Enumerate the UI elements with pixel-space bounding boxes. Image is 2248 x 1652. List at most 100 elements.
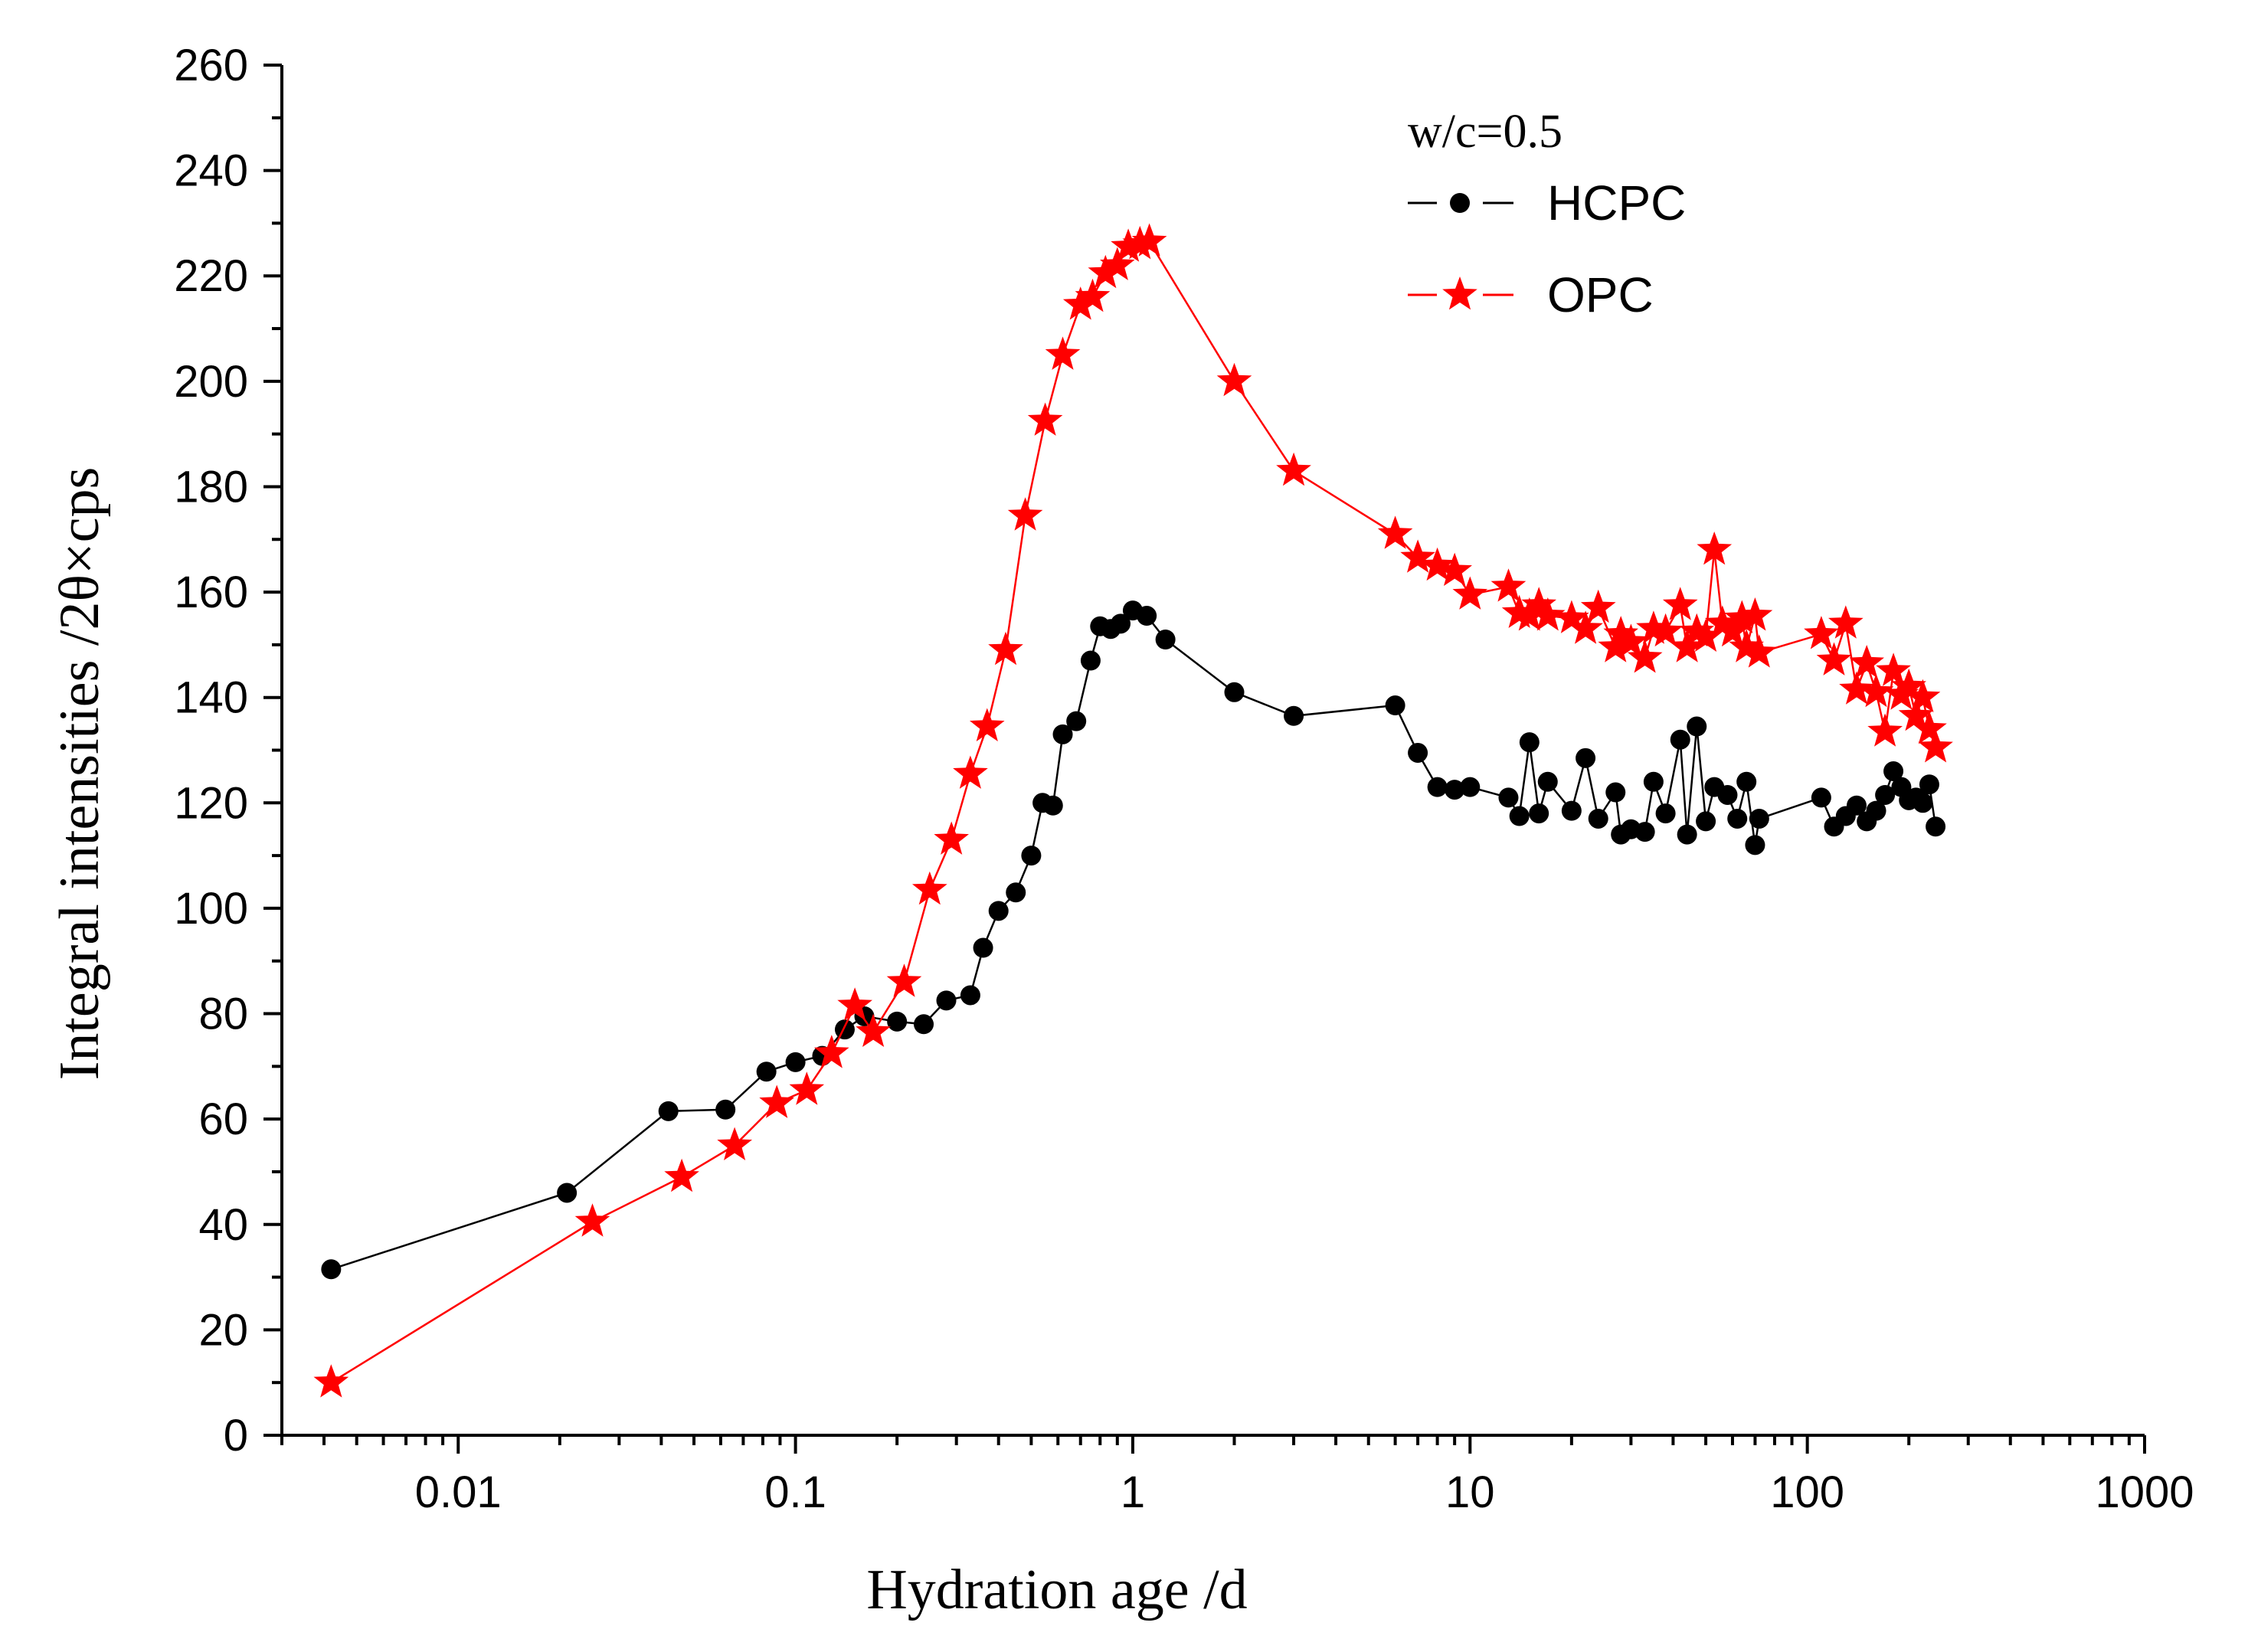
data-point-opc: [1704, 605, 1740, 639]
y-tick-label: 260: [174, 41, 248, 90]
data-point-opc: [1737, 597, 1773, 631]
data-point-hcpc: [1749, 808, 1769, 829]
data-point-hcpc: [1643, 771, 1664, 792]
data-point-opc: [1724, 600, 1760, 633]
data-point-opc: [1858, 673, 1894, 708]
data-point-opc: [1891, 668, 1926, 702]
data-point-hcpc: [1509, 806, 1530, 826]
data-point-opc: [912, 871, 947, 905]
axes: 0 20 40 60 80 100 120 140 160 180 200 220 240 260 0.01…: [174, 41, 2194, 1517]
data-point-opc: [1419, 547, 1455, 581]
data-point-hcpc: [1811, 787, 1831, 808]
data-point-hcpc: [1537, 771, 1558, 792]
data-point-opc: [1530, 597, 1566, 631]
data-point-opc: [1898, 697, 1934, 731]
data-point-opc: [1648, 613, 1684, 647]
data-point-opc: [1490, 568, 1526, 602]
data-point-opc: [1452, 576, 1488, 610]
data-point-hcpc: [1677, 824, 1697, 845]
data-point-opc: [1742, 634, 1777, 668]
data-point-hcpc: [973, 937, 993, 958]
data-point-opc: [1905, 679, 1941, 713]
series-line-hcpc: [330, 609, 1937, 1271]
legend-marker-opc: [1442, 276, 1477, 310]
data-point-hcpc: [756, 1062, 777, 1082]
data-point-opc: [1688, 618, 1723, 652]
data-point-opc: [1122, 225, 1158, 260]
legend-marker-hcpc: [1450, 193, 1470, 213]
legend-label-opc: OPC: [1547, 267, 1654, 322]
legend-title: w/c=0.5: [1408, 106, 1562, 158]
y-tick-label: 100: [174, 884, 248, 934]
data-point-opc: [574, 1203, 610, 1237]
data-point-opc: [814, 1035, 849, 1068]
data-point-hcpc: [1696, 811, 1716, 832]
data-point-opc: [1554, 600, 1589, 633]
data-point-opc: [1400, 539, 1435, 573]
data-point-opc: [1276, 452, 1311, 486]
data-point-opc: [1521, 587, 1556, 620]
data-point-hcpc: [1717, 784, 1738, 805]
data-point-hcpc: [887, 1011, 908, 1032]
data-point-hcpc: [1866, 800, 1886, 821]
data-point-opc: [1062, 286, 1098, 320]
y-tick-label: 220: [174, 251, 248, 301]
y-tick-label: 240: [174, 146, 248, 196]
legend-label-hcpc: HCPC: [1547, 175, 1686, 231]
x-tick-label: 0.01: [415, 1467, 502, 1517]
data-point-hcpc: [1021, 846, 1042, 866]
data-point-hcpc: [1224, 682, 1245, 702]
data-point-opc: [1088, 254, 1124, 289]
data-point-opc: [313, 1364, 349, 1398]
y-tick-label: 20: [198, 1305, 248, 1355]
data-point-hcpc: [1111, 613, 1131, 634]
series-hcpc: [321, 600, 1946, 1280]
data-point-opc: [1580, 589, 1616, 623]
data-point-opc: [1512, 597, 1547, 631]
series-layer: [313, 223, 1953, 1398]
data-point-opc: [1598, 629, 1634, 662]
data-point-hcpc: [321, 1259, 342, 1280]
data-point-hcpc: [1926, 816, 1946, 837]
y-tick-label: 80: [198, 990, 248, 1039]
data-point-hcpc: [1519, 732, 1540, 753]
data-point-hcpc: [1634, 822, 1655, 842]
data-point-hcpc: [1460, 777, 1481, 797]
data-point-hcpc: [1080, 650, 1101, 671]
data-point-hcpc: [1736, 771, 1757, 792]
data-point-opc: [1876, 653, 1911, 686]
data-point-opc: [1828, 605, 1864, 639]
data-point-hcpc: [960, 985, 980, 1006]
legend-entry-hcpc: HCPC: [1408, 175, 1686, 231]
data-point-opc: [1662, 587, 1698, 620]
data-point-hcpc: [1066, 711, 1087, 731]
data-point-hcpc: [988, 901, 1009, 921]
x-tick-label: 1000: [2095, 1467, 2194, 1517]
data-point-opc: [1075, 278, 1111, 312]
data-point-opc: [1437, 552, 1472, 586]
data-point-opc: [1697, 532, 1733, 565]
data-point-opc: [934, 821, 969, 855]
data-point-hcpc: [557, 1183, 578, 1203]
data-point-hcpc: [1155, 630, 1176, 650]
data-point-hcpc: [1576, 747, 1596, 768]
y-axis-title: Integral intensities /2θ×cps: [48, 467, 111, 1081]
data-point-opc: [1216, 362, 1252, 397]
data-point-opc: [1867, 713, 1903, 747]
data-point-opc: [1045, 336, 1081, 370]
data-point-hcpc: [1445, 780, 1465, 800]
data-point-opc: [988, 631, 1023, 666]
data-point-hcpc: [1529, 803, 1549, 824]
data-point-hcpc: [1006, 882, 1026, 903]
data-point-opc: [664, 1158, 699, 1192]
data-point-hcpc: [1875, 784, 1896, 805]
data-point-opc: [970, 708, 1005, 741]
data-point-opc: [837, 987, 872, 1021]
data-point-opc: [1839, 671, 1874, 705]
data-point-hcpc: [1913, 793, 1933, 813]
data-point-opc: [1679, 613, 1715, 647]
data-point-opc: [1131, 223, 1167, 257]
data-point-opc: [1849, 645, 1884, 679]
y-tick-label: 160: [174, 568, 248, 617]
data-point-hcpc: [1427, 777, 1448, 797]
